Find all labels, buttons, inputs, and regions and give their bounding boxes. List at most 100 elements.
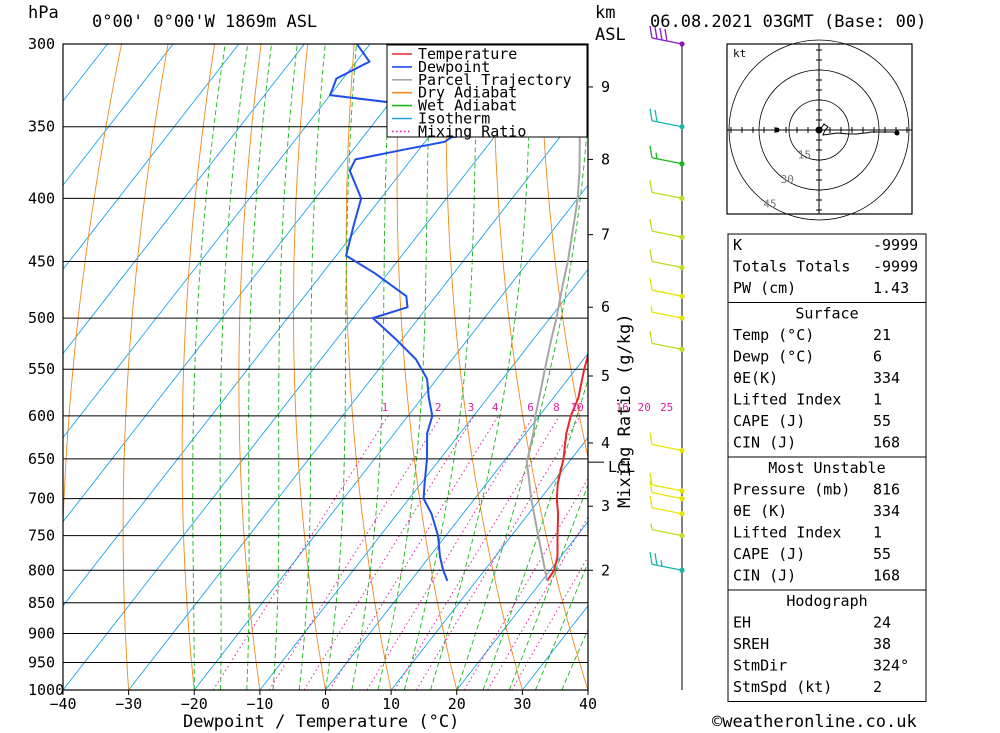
wind-barb-half-feather	[650, 523, 653, 530]
wind-barb-feather	[654, 553, 658, 566]
general-indices-row-label: Totals Totals	[733, 258, 850, 276]
wind-barb-shaft	[651, 260, 683, 269]
pressure-tick-label: 300	[28, 35, 55, 53]
wind-barb-shaft	[651, 289, 683, 297]
km-tick-label: 7	[601, 226, 610, 244]
wind-barb	[649, 108, 685, 130]
wind-barb-half-feather	[655, 152, 658, 159]
wind-barb-feather	[649, 480, 653, 493]
x-tick-label: 20	[448, 695, 466, 713]
hodograph-indices-row-label: SREH	[733, 635, 769, 653]
pressure-tick-label: 650	[28, 450, 55, 468]
surface-indices-title: Surface	[795, 305, 858, 323]
x-tick-label: 10	[382, 695, 400, 713]
wind-barb	[650, 305, 685, 321]
pressure-tick-label: 550	[28, 360, 55, 378]
dry-adiabat-line	[955, 26, 1000, 690]
mixing-ratio-line	[268, 415, 442, 690]
wind-barb-feather	[649, 495, 653, 508]
most-unstable-indices-row-value: 1	[873, 524, 882, 542]
wind-barb-feather	[649, 472, 653, 486]
mixing-ratio-value-label: 1	[382, 401, 389, 414]
wind-barb-column	[649, 25, 685, 690]
wind-barb-feather	[649, 552, 653, 565]
hodograph-indices-row-value: 24	[873, 614, 891, 632]
wind-barb-shaft	[651, 342, 683, 350]
x-tick-label: −40	[49, 695, 76, 713]
wind-barb-feather	[649, 278, 653, 291]
wind-barb-feather	[649, 249, 653, 262]
pressure-tick-label: 600	[28, 407, 55, 425]
wind-barb-shaft	[651, 230, 683, 238]
x-tick-label: −30	[115, 695, 142, 713]
km-tick-label: 9	[601, 78, 610, 96]
plot-frame	[62, 43, 589, 691]
isotherm-line	[63, 44, 568, 690]
wind-barb	[649, 480, 685, 502]
wind-barb-shaft	[651, 443, 683, 452]
datetime-title: 06.08.2021 03GMT (Base: 00)	[650, 12, 926, 32]
pressure-tick-label: 400	[28, 189, 55, 207]
hodograph-unit: kt	[733, 47, 746, 60]
pressure-tick-label: 800	[28, 561, 55, 579]
wet-adiabat-line	[246, 44, 272, 690]
hodograph-ring-label: 15	[798, 149, 811, 162]
isotherm-line	[259, 268, 588, 690]
hodograph-indices-row-value: 324°	[873, 657, 909, 675]
most-unstable-indices-title: Most Unstable	[768, 459, 885, 477]
legend-entry-label: Mixing Ratio	[418, 122, 526, 140]
surface-indices-row-label: Temp (°C)	[733, 326, 814, 344]
most-unstable-indices-row-value: 816	[873, 481, 900, 499]
pressure-tick-label: 350	[28, 118, 55, 136]
hodograph-indices-row-value: 38	[873, 635, 891, 653]
dry-adiabat-line	[293, 44, 326, 690]
hodograph-indices-box	[727, 589, 927, 702]
mixing-ratio-line	[415, 415, 581, 690]
wind-barb-shaft	[651, 311, 683, 319]
dry-adiabat-line	[445, 44, 523, 690]
wind-barb-feather	[664, 28, 668, 42]
km-tick-label: 2	[601, 561, 610, 579]
surface-indices-row-value: 21	[873, 326, 891, 344]
hodograph-indices-row-label: StmDir	[733, 657, 787, 675]
mixing-ratio-line	[212, 415, 389, 690]
x-tick-label: 30	[513, 695, 531, 713]
wind-barb	[649, 25, 685, 47]
km-tick-label: 4	[601, 434, 610, 452]
location-title: 0°00' 0°00'W 1869m ASL	[92, 12, 317, 32]
most-unstable-indices-row-label: Pressure (mb)	[733, 481, 850, 499]
pressure-tick-label: 900	[28, 624, 55, 642]
copyright-text: ©weatheronline.co.uk	[712, 712, 917, 732]
x-tick-label: −20	[181, 695, 208, 713]
wind-barb	[649, 249, 685, 271]
dry-adiabat-line	[345, 44, 392, 690]
dry-adiabat-line	[63, 44, 123, 690]
general-indices-box	[727, 233, 927, 303]
wind-barb-shaft	[651, 191, 683, 199]
km-tick-label: 3	[601, 497, 610, 515]
isotherm-line	[63, 44, 371, 439]
wind-barb-feather	[649, 180, 653, 193]
wet-adiabat-line	[430, 44, 532, 690]
isotherm-line	[390, 436, 588, 690]
hodograph-mid-point	[774, 127, 780, 133]
most-unstable-indices-box	[727, 456, 927, 591]
dry-adiabat-line	[122, 44, 169, 690]
general-indices-row-label: K	[733, 236, 742, 254]
plot-axes: 3003504004505005506006507007508008509009…	[28, 35, 673, 713]
x-axis-label: Dewpoint / Temperature (°C)	[183, 712, 459, 732]
wet-adiabat-line	[535, 561, 588, 690]
surface-indices-box	[727, 302, 927, 458]
wind-barb-feather	[654, 109, 658, 122]
surface-indices-row-value: 168	[873, 434, 900, 452]
wind-barb-feather	[649, 331, 653, 344]
wind-barb-shaft	[651, 484, 683, 492]
wind-barb-feather	[649, 432, 653, 445]
height-unit-top: km	[595, 3, 615, 23]
isotherm-line	[456, 520, 588, 690]
wind-barb-feather	[649, 219, 653, 232]
wind-barb-feather	[649, 108, 653, 121]
hodograph-end-point	[894, 130, 900, 136]
wet-adiabat-line	[272, 44, 298, 690]
wind-barb-feather	[649, 145, 653, 158]
